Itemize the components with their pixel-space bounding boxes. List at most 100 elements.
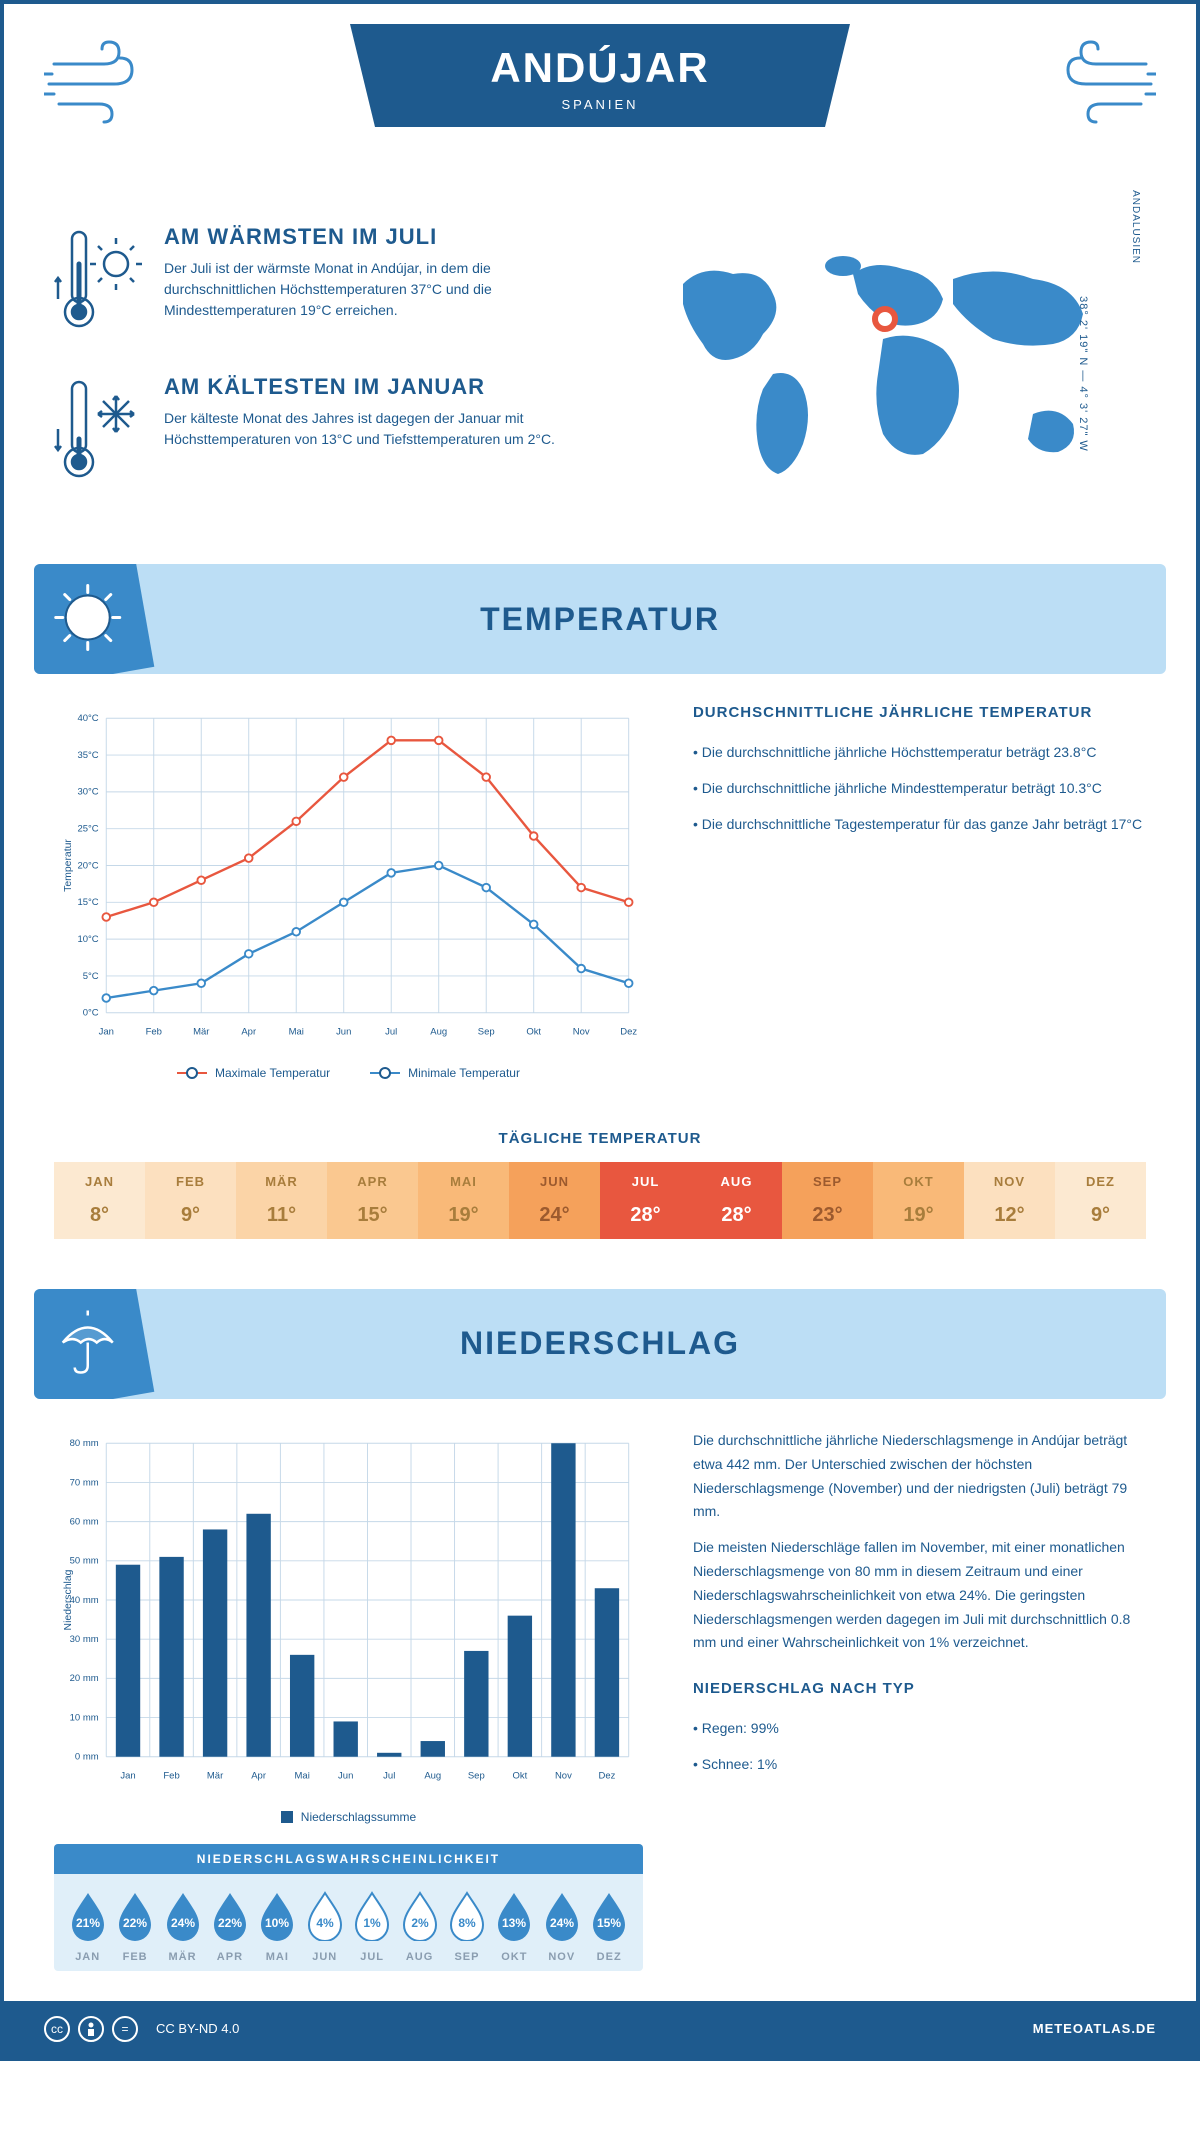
warmest-text: Der Juli ist der wärmste Monat in Andúja…: [164, 258, 580, 321]
temp-cell: AUG28°: [691, 1162, 782, 1239]
temperature-section-header: TEMPERATUR: [34, 564, 1166, 674]
temp-cell: MAI19°: [418, 1162, 509, 1239]
temp-cell: OKT19°: [873, 1162, 964, 1239]
temp-bullet: • Die durchschnittliche jährliche Mindes…: [693, 777, 1146, 801]
svg-text:Okt: Okt: [512, 1771, 527, 1782]
temp-cell: DEZ9°: [1055, 1162, 1146, 1239]
svg-text:Nov: Nov: [555, 1771, 572, 1782]
precipitation-title: NIEDERSCHLAG: [34, 1325, 1166, 1362]
temp-cell: MÄR11°: [236, 1162, 327, 1239]
drop-cell: 1% JUL: [348, 1889, 395, 1963]
thermometer-cold-icon: [54, 374, 144, 489]
svg-text:30 mm: 30 mm: [70, 1634, 99, 1645]
legend-max-label: Maximale Temperatur: [215, 1066, 330, 1080]
svg-text:Dez: Dez: [598, 1771, 615, 1782]
svg-text:10%: 10%: [265, 1916, 289, 1930]
svg-text:2%: 2%: [411, 1916, 429, 1930]
daily-temp-title: TÄGLICHE TEMPERATUR: [4, 1130, 1196, 1147]
svg-text:13%: 13%: [502, 1916, 526, 1930]
temperature-title: TEMPERATUR: [34, 601, 1166, 638]
temp-bullet: • Die durchschnittliche Tagestemperatur …: [693, 813, 1146, 837]
svg-text:20°C: 20°C: [77, 860, 98, 871]
svg-text:0 mm: 0 mm: [75, 1752, 99, 1763]
temperature-chart: 0°C5°C10°C15°C20°C25°C30°C35°C40°CJanFeb…: [54, 704, 643, 1046]
svg-text:22%: 22%: [123, 1916, 147, 1930]
precip-text-2: Die meisten Niederschläge fallen im Nove…: [693, 1536, 1146, 1655]
drop-cell: 24% MÄR: [159, 1889, 206, 1963]
svg-text:Jun: Jun: [336, 1027, 351, 1038]
drop-cell: 2% AUG: [396, 1889, 443, 1963]
temp-info-title: DURCHSCHNITTLICHE JÄHRLICHE TEMPERATUR: [693, 704, 1146, 721]
coldest-fact: AM KÄLTESTEN IM JANUAR Der kälteste Mona…: [54, 374, 580, 489]
coldest-text: Der kälteste Monat des Jahres ist dagege…: [164, 408, 580, 450]
temp-cell: FEB9°: [145, 1162, 236, 1239]
wind-icon: [1036, 34, 1156, 129]
temp-bullet: • Die durchschnittliche jährliche Höchst…: [693, 741, 1146, 765]
svg-text:60 mm: 60 mm: [70, 1516, 99, 1527]
svg-text:5°C: 5°C: [83, 971, 99, 982]
world-map: [620, 224, 1146, 504]
precipitation-probability: NIEDERSCHLAGSWAHRSCHEINLICHKEIT 21% JAN …: [54, 1844, 643, 1971]
precipitation-chart: 0 mm10 mm20 mm30 mm40 mm50 mm60 mm70 mm8…: [54, 1429, 643, 1790]
svg-text:15%: 15%: [597, 1916, 621, 1930]
svg-text:Mai: Mai: [289, 1027, 304, 1038]
temp-cell: APR15°: [327, 1162, 418, 1239]
by-icon: [78, 2016, 104, 2042]
temp-cell: SEP23°: [782, 1162, 873, 1239]
coordinates: 38° 2' 19" N — 4° 3' 27" W: [1077, 296, 1089, 452]
svg-text:1%: 1%: [363, 1916, 381, 1930]
precipitation-section-header: NIEDERSCHLAG: [34, 1289, 1166, 1399]
svg-text:Mär: Mär: [193, 1027, 209, 1038]
svg-text:8%: 8%: [458, 1916, 476, 1930]
svg-text:80 mm: 80 mm: [70, 1438, 99, 1449]
svg-text:Jul: Jul: [385, 1027, 397, 1038]
umbrella-icon: [52, 1308, 122, 1378]
site-label: METEOATLAS.DE: [1033, 2021, 1156, 2036]
drop-cell: 13% OKT: [491, 1889, 538, 1963]
svg-text:Temperatur: Temperatur: [63, 839, 74, 892]
region-label: ANDALUSIEN: [1130, 190, 1141, 264]
svg-text:Aug: Aug: [430, 1027, 447, 1038]
svg-text:Mai: Mai: [295, 1771, 310, 1782]
drop-cell: 21% JAN: [64, 1889, 111, 1963]
svg-text:Okt: Okt: [526, 1027, 541, 1038]
svg-text:35°C: 35°C: [77, 750, 98, 761]
svg-text:22%: 22%: [218, 1916, 242, 1930]
precip-type-title: NIEDERSCHLAG NACH TYP: [693, 1680, 1146, 1697]
svg-text:Sep: Sep: [478, 1027, 495, 1038]
svg-text:50 mm: 50 mm: [70, 1556, 99, 1567]
svg-text:Dez: Dez: [620, 1027, 637, 1038]
wind-icon: [44, 34, 164, 129]
svg-text:70 mm: 70 mm: [70, 1477, 99, 1488]
warmest-fact: AM WÄRMSTEN IM JULI Der Juli ist der wär…: [54, 224, 580, 339]
temperature-legend: .legend-marker::after{border-color:inher…: [54, 1066, 643, 1080]
drop-cell: 4% JUN: [301, 1889, 348, 1963]
warmest-title: AM WÄRMSTEN IM JULI: [164, 224, 580, 250]
svg-text:Nov: Nov: [573, 1027, 590, 1038]
footer: cc = CC BY-ND 4.0 METEOATLAS.DE: [4, 2001, 1196, 2057]
svg-text:20 mm: 20 mm: [70, 1673, 99, 1684]
precip-type-item: • Schnee: 1%: [693, 1753, 1146, 1777]
cc-icon: cc: [44, 2016, 70, 2042]
temp-cell: JUL28°: [600, 1162, 691, 1239]
svg-text:40°C: 40°C: [77, 713, 98, 724]
svg-text:0°C: 0°C: [83, 1008, 99, 1019]
svg-text:10 mm: 10 mm: [70, 1712, 99, 1723]
svg-text:Jun: Jun: [338, 1771, 353, 1782]
svg-text:Apr: Apr: [251, 1771, 266, 1782]
svg-text:Sep: Sep: [468, 1771, 485, 1782]
temp-cell: NOV12°: [964, 1162, 1055, 1239]
precip-text-1: Die durchschnittliche jährliche Niedersc…: [693, 1429, 1146, 1524]
drop-cell: 15% DEZ: [585, 1889, 632, 1963]
svg-text:Jan: Jan: [99, 1027, 114, 1038]
svg-text:25°C: 25°C: [77, 824, 98, 835]
city-title: ANDÚJAR: [430, 44, 770, 92]
svg-text:Feb: Feb: [146, 1027, 162, 1038]
temp-cell: JUN24°: [509, 1162, 600, 1239]
sun-icon: [52, 583, 122, 653]
drop-cell: 24% NOV: [538, 1889, 585, 1963]
thermometer-hot-icon: [54, 224, 144, 339]
coldest-title: AM KÄLTESTEN IM JANUAR: [164, 374, 580, 400]
precip-prob-title: NIEDERSCHLAGSWAHRSCHEINLICHKEIT: [54, 1844, 643, 1874]
svg-text:Aug: Aug: [424, 1771, 441, 1782]
